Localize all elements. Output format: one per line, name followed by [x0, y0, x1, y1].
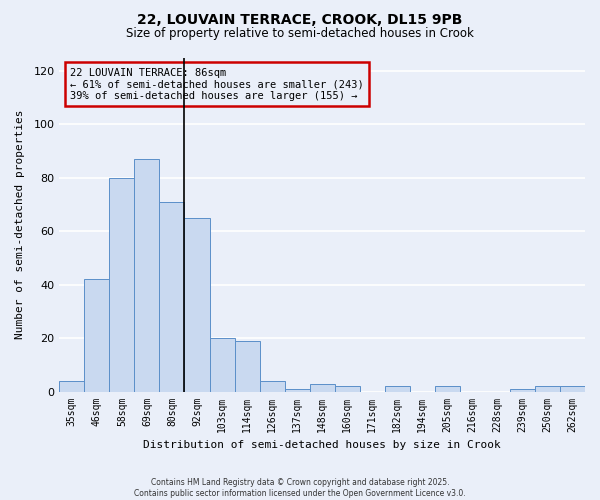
- Bar: [385, 386, 410, 392]
- Text: Size of property relative to semi-detached houses in Crook: Size of property relative to semi-detach…: [126, 28, 474, 40]
- Bar: [209, 338, 235, 392]
- Bar: [535, 386, 560, 392]
- Bar: [435, 386, 460, 392]
- Bar: [235, 341, 260, 392]
- Bar: [284, 389, 310, 392]
- Bar: [59, 381, 85, 392]
- Y-axis label: Number of semi-detached properties: Number of semi-detached properties: [15, 110, 25, 340]
- Bar: [560, 386, 585, 392]
- X-axis label: Distribution of semi-detached houses by size in Crook: Distribution of semi-detached houses by …: [143, 440, 501, 450]
- Bar: [510, 389, 535, 392]
- Bar: [310, 384, 335, 392]
- Text: 22, LOUVAIN TERRACE, CROOK, DL15 9PB: 22, LOUVAIN TERRACE, CROOK, DL15 9PB: [137, 12, 463, 26]
- Text: Contains HM Land Registry data © Crown copyright and database right 2025.
Contai: Contains HM Land Registry data © Crown c…: [134, 478, 466, 498]
- Bar: [134, 159, 160, 392]
- Bar: [184, 218, 209, 392]
- Bar: [85, 280, 109, 392]
- Bar: [160, 202, 184, 392]
- Bar: [109, 178, 134, 392]
- Bar: [335, 386, 360, 392]
- Bar: [260, 381, 284, 392]
- Text: 22 LOUVAIN TERRACE: 86sqm
← 61% of semi-detached houses are smaller (243)
39% of: 22 LOUVAIN TERRACE: 86sqm ← 61% of semi-…: [70, 68, 364, 100]
